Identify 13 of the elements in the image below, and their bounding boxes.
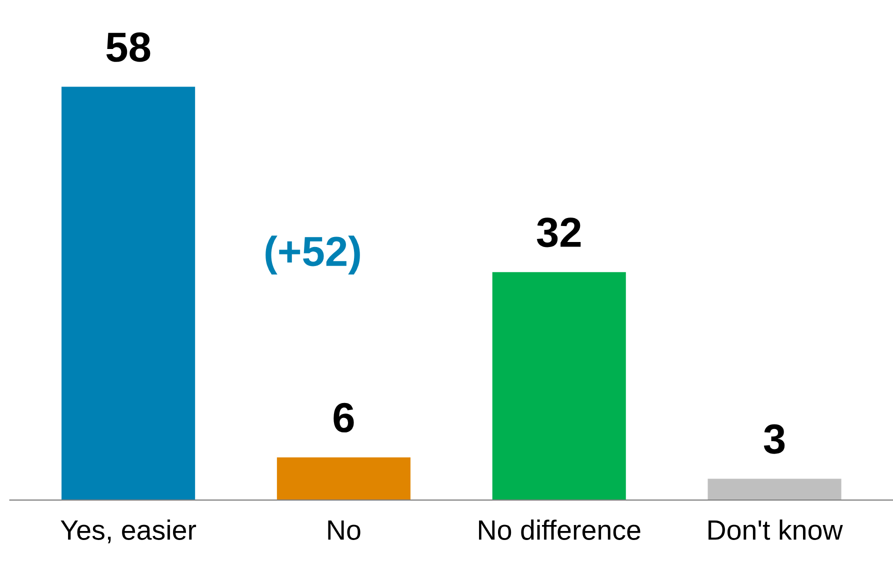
data-label: 3: [764, 424, 785, 454]
x-tick-label: Don't know: [708, 520, 843, 540]
data-label: 6: [334, 402, 354, 432]
annotation: (+52): [266, 236, 360, 274]
bar: [62, 86, 196, 500]
data-label: 58: [106, 32, 150, 62]
x-tick-label: No: [328, 520, 360, 540]
data-label: 32: [536, 218, 581, 248]
x-tick-label: No difference: [479, 520, 640, 540]
bar: [276, 457, 410, 500]
bar: [492, 272, 626, 500]
bar: [708, 478, 842, 500]
x-tick-label: Yes, easier: [60, 520, 196, 544]
